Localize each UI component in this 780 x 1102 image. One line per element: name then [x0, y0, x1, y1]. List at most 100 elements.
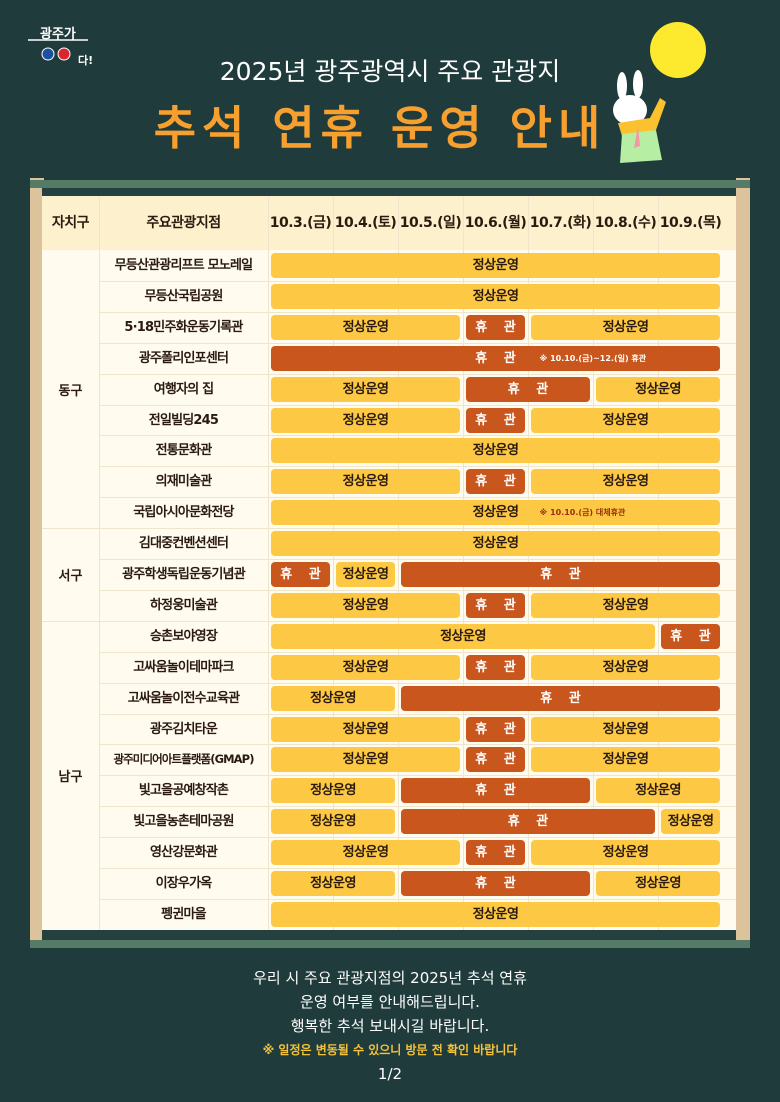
grid-line [99, 404, 736, 406]
svg-text:다!: 다! [78, 53, 93, 67]
board-post-left [30, 178, 44, 948]
header-date: 10.4.(토) [334, 215, 397, 231]
status-closed-bar: 휴 관 [401, 871, 590, 896]
status-open-bar: 정상운영 [271, 747, 460, 773]
place-name: 광주미디어아트플랫폼(GMAP) [113, 752, 254, 767]
status-label: 정상운영 [602, 319, 649, 335]
place-name: 빛고을공예창작촌 [138, 783, 229, 799]
status-open-bar: 정상운영 [271, 623, 655, 649]
status-label: 휴 관 [475, 752, 522, 768]
status-label: 휴 관 [507, 381, 555, 397]
status-label: 휴 관 [475, 721, 522, 737]
district-name: 서구 [58, 568, 83, 584]
place-name: 전통문화관 [155, 443, 213, 459]
place-name: 여행자의 집 [153, 381, 214, 397]
place-name: 승촌보야영장 [150, 628, 218, 644]
status-open-bar: 정상운영 [271, 253, 720, 278]
grid-line [99, 868, 736, 869]
status-open-bar: 정상운영 [271, 376, 460, 402]
table-header [42, 196, 736, 250]
place-name: 이장우가옥 [155, 876, 213, 891]
grid-line [99, 466, 736, 468]
place-name: 하정웅미술관 [150, 597, 218, 613]
footer-line-1: 우리 시 주요 관광지점의 2025년 추석 연휴 [253, 969, 527, 987]
place-name: 김대중컨벤션센터 [138, 536, 229, 552]
status-closed-bar: 휴 관 [466, 592, 525, 618]
status-label: 정상운영 [342, 659, 389, 675]
status-open-bar: 정상운영 [596, 871, 720, 896]
status-open-bar: 정상운영 [271, 469, 460, 495]
place-name: 고싸움놀이전수교육관 [127, 690, 240, 706]
place-name: 영산강문화관 [150, 845, 218, 861]
grid-line [42, 528, 99, 530]
grid-line [99, 497, 736, 499]
status-label: 정상운영 [472, 258, 519, 273]
place-name: 빛고을농촌테마공원 [133, 814, 234, 830]
place-name: 5·18민주화운동기록관 [124, 319, 243, 335]
footer: 우리 시 주요 관광지점의 2025년 추석 연휴 운영 여부를 안내해드립니다… [0, 966, 780, 1086]
place-name: 광주학생독립운동기념관 [122, 567, 246, 582]
grid-line [99, 713, 736, 715]
place-name: 전일빌딩245 [148, 412, 219, 428]
status-label: 정상운영 [602, 412, 649, 428]
grid-line [99, 373, 736, 375]
header-date: 10.3.(금) [269, 215, 332, 231]
status-label: 정상운영 [472, 536, 519, 552]
status-label: 정상운영 [310, 876, 356, 891]
status-open-bar: 정상운영 [531, 840, 720, 866]
city-logo: 광주가 다! [28, 27, 93, 67]
status-label: 정상운영 [472, 906, 519, 922]
status-label: 휴 관 [475, 319, 522, 335]
status-label: 휴 관 [475, 597, 522, 613]
status-label: 정상운영 [667, 814, 714, 830]
status-label: 정상운영 [472, 443, 519, 459]
status-open-bar: 정상운영 [596, 778, 720, 804]
place-name: 펭귄마을 [161, 906, 206, 922]
status-open-bar: 정상운영 [271, 716, 460, 742]
status-closed-bar: 휴 관 [271, 562, 330, 587]
status-closed-bar: 휴 관 [466, 469, 525, 495]
place-name: 무등산국립공원 [144, 288, 223, 304]
grid-line [99, 744, 736, 746]
status-label: 정상운영 [635, 381, 681, 397]
status-label: 정상운영 [440, 628, 486, 644]
page-number: 1/2 [377, 1065, 403, 1083]
status-open-bar: 정상운영 ※ 10.10.(금) 대체휴관 [271, 500, 720, 526]
status-label: 정상운영 [602, 721, 649, 737]
status-label: 정상운영 [602, 845, 649, 861]
grid-line [42, 620, 99, 622]
header-place: 주요관광지점 [146, 215, 221, 231]
status-open-bar: 정상운영 [271, 778, 395, 804]
status-label: 휴 관 [670, 628, 717, 644]
status-open-bar: 정상운영 [271, 592, 460, 618]
status-label: 휴 관 [475, 474, 522, 490]
status-label: 휴 관 [507, 814, 555, 830]
status-open-bar: 정상운영 [271, 531, 720, 557]
status-closed-bar: 휴 관 [401, 778, 590, 804]
status-open-bar: 정상운영 [271, 840, 460, 866]
status-label: 정상운영 [310, 783, 356, 799]
grid-line [99, 435, 736, 437]
status-open-bar: 정상운영 [531, 747, 720, 773]
status-closed-bar: 휴 관 [401, 685, 720, 711]
status-label: 정상운영 [342, 567, 389, 582]
header-date: 10.6.(월) [464, 215, 527, 231]
status-open-bar: 정상운영 [531, 654, 720, 680]
status-label: 정상운영 [342, 381, 389, 397]
status-open-bar: 정상운영 [271, 314, 460, 340]
status-label: 정상운영 [472, 505, 519, 521]
status-label: 정상운영 [342, 721, 389, 737]
grid-line [333, 196, 334, 930]
grid-line [99, 806, 736, 808]
status-label: 정상운영 [635, 783, 681, 799]
grid-line [99, 196, 100, 930]
grid-line [398, 196, 399, 930]
grid-line [99, 559, 736, 560]
header-district: 자치구 [51, 215, 90, 231]
status-open-bar: 정상운영 [271, 438, 720, 464]
status-closed-bar: 휴 관 [466, 716, 525, 742]
board-top-band [30, 180, 750, 188]
status-closed-bar: 휴 관 [466, 747, 525, 773]
status-open-bar: 정상운영 [336, 562, 395, 587]
status-open-bar: 정상운영 [531, 716, 720, 742]
